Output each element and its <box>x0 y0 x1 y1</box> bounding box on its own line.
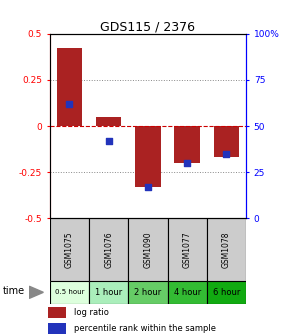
Text: GSM1090: GSM1090 <box>144 231 152 268</box>
Bar <box>168 281 207 304</box>
Bar <box>168 218 207 281</box>
Bar <box>174 126 200 163</box>
Text: 2 hour: 2 hour <box>134 288 162 297</box>
Text: 1 hour: 1 hour <box>95 288 122 297</box>
Bar <box>128 218 168 281</box>
Text: 0.5 hour: 0.5 hour <box>55 289 84 295</box>
Bar <box>214 126 239 157</box>
Bar <box>48 307 66 319</box>
Bar <box>48 323 66 334</box>
Polygon shape <box>29 286 43 298</box>
Point <box>106 138 111 143</box>
Point <box>67 101 72 107</box>
Bar <box>50 281 89 304</box>
Bar <box>135 126 161 187</box>
Bar <box>128 281 168 304</box>
Bar <box>96 117 122 126</box>
Point <box>224 151 229 157</box>
Bar <box>89 281 128 304</box>
Bar <box>57 48 82 126</box>
Point <box>185 160 190 166</box>
Bar <box>207 281 246 304</box>
Text: percentile rank within the sample: percentile rank within the sample <box>74 324 216 333</box>
Text: 4 hour: 4 hour <box>173 288 201 297</box>
Bar <box>207 218 246 281</box>
Bar <box>89 218 128 281</box>
Text: GSM1075: GSM1075 <box>65 231 74 268</box>
Text: GSM1076: GSM1076 <box>104 231 113 268</box>
Point <box>146 184 150 190</box>
Bar <box>50 218 89 281</box>
Text: GSM1077: GSM1077 <box>183 231 192 268</box>
Text: log ratio: log ratio <box>74 308 109 318</box>
Text: 6 hour: 6 hour <box>213 288 240 297</box>
Text: time: time <box>3 286 25 296</box>
Title: GDS115 / 2376: GDS115 / 2376 <box>100 20 195 34</box>
Text: GSM1078: GSM1078 <box>222 231 231 268</box>
